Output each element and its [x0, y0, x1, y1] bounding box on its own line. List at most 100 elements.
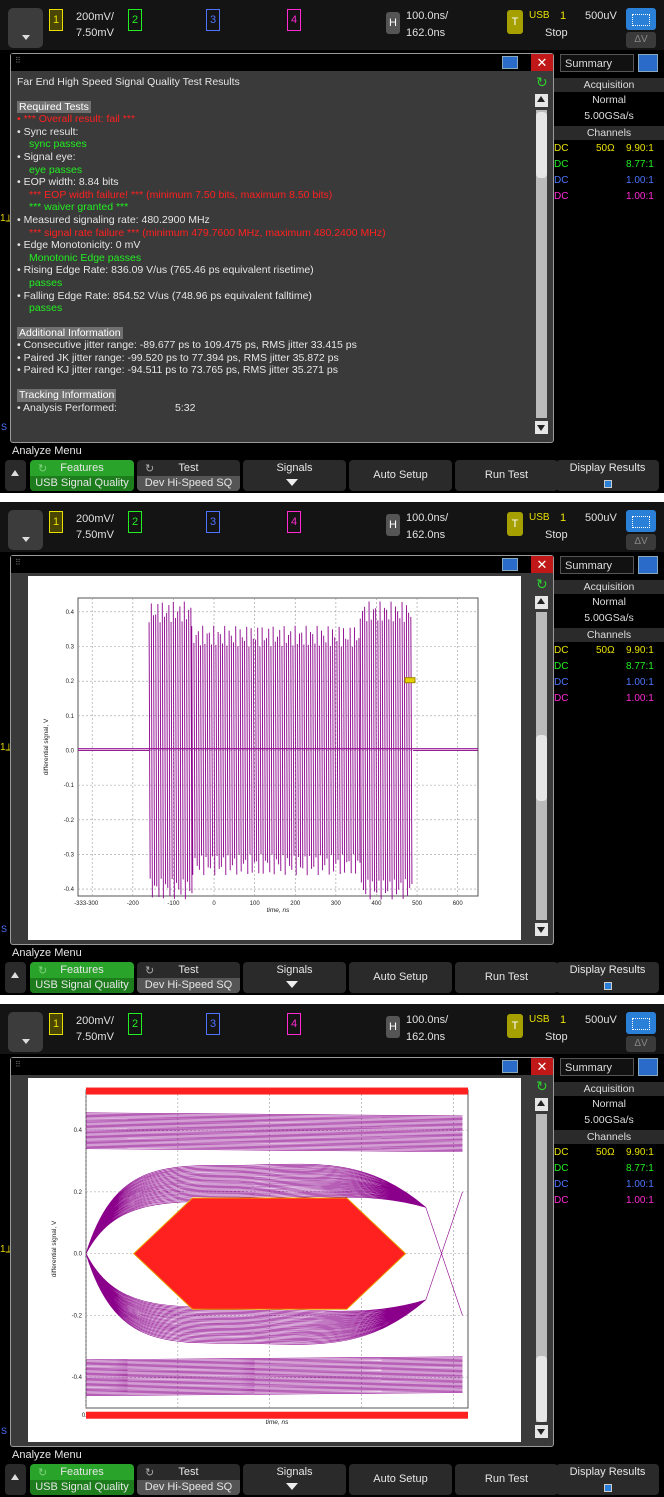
ch1-scale: 200mV/ [76, 513, 114, 525]
scroll-thumb[interactable] [536, 735, 547, 801]
scroll-down-button[interactable] [535, 923, 548, 936]
signals-softkey[interactable]: Signals [243, 962, 346, 993]
features-softkey[interactable]: ↻ Features USB Signal Quality [30, 1464, 134, 1495]
display-results-softkey[interactable]: Display Results [556, 460, 659, 491]
zoom-icon[interactable] [626, 8, 656, 30]
signals-softkey[interactable]: Signals [243, 460, 346, 491]
refresh-icon[interactable]: ↻ [536, 1078, 548, 1094]
auto-setup-softkey[interactable]: Auto Setup [349, 460, 452, 491]
zoom-icon[interactable] [626, 510, 656, 532]
channel-1-box[interactable]: 1 [49, 1013, 63, 1035]
refresh-icon[interactable]: ↻ [536, 74, 548, 90]
run-state: Stop [545, 529, 568, 541]
scroll-thumb[interactable] [536, 1356, 547, 1422]
channel-3-box[interactable]: 3 [206, 511, 220, 533]
auto-setup-softkey[interactable]: Auto Setup [349, 962, 452, 993]
plot-scrollbar[interactable]: ↻ [532, 574, 552, 944]
channel-row-2: DC 8.77:1 [554, 661, 654, 672]
back-button[interactable] [5, 962, 26, 993]
list-view-icon[interactable] [502, 56, 518, 69]
window-titlebar[interactable]: ⠿ ✕ [11, 556, 553, 573]
refresh-icon[interactable]: ↻ [536, 576, 548, 592]
close-button[interactable]: ✕ [531, 54, 553, 71]
tab-summary[interactable]: Summary [560, 556, 634, 574]
channel-3-box[interactable]: 3 [206, 1013, 220, 1035]
signal-eye: • Signal eye: [17, 150, 76, 163]
trigger-button[interactable]: T [507, 1014, 523, 1038]
scroll-up-button[interactable] [535, 1098, 548, 1111]
channel-2-box[interactable]: 2 [128, 1013, 142, 1035]
horizontal-button[interactable]: H [386, 514, 400, 536]
back-button[interactable] [5, 1464, 26, 1495]
tab-summary[interactable]: Summary [560, 1058, 634, 1076]
channel-2-box[interactable]: 2 [128, 9, 142, 31]
sync-passes: sync passes [29, 138, 87, 151]
back-button[interactable] [5, 460, 26, 491]
channel-4-box[interactable]: 4 [287, 9, 301, 31]
scroll-down-button[interactable] [535, 1425, 548, 1438]
close-button[interactable]: ✕ [531, 1058, 553, 1075]
run-test-softkey[interactable]: Run Test [455, 1464, 558, 1495]
list-view-icon[interactable] [502, 1060, 518, 1073]
overall-result: • *** Overall result: fail *** [17, 113, 136, 126]
trigger-type: USB [529, 1014, 550, 1025]
scroll-track[interactable] [536, 110, 547, 418]
run-test-softkey[interactable]: Run Test [455, 460, 558, 491]
display-results-softkey[interactable]: Display Results [556, 962, 659, 993]
scroll-track[interactable] [536, 612, 547, 920]
trigger-button[interactable]: T [507, 512, 523, 536]
channel-4-box[interactable]: 4 [287, 511, 301, 533]
scroll-up-button[interactable] [535, 596, 548, 609]
main-menu-button[interactable] [8, 510, 43, 550]
x-tick-label: -200 [127, 901, 140, 907]
lower-mask-bar [86, 1411, 468, 1419]
main-menu-button[interactable] [8, 8, 43, 48]
zoom-icon[interactable] [626, 1012, 656, 1034]
arrow-down-icon [286, 1483, 298, 1490]
signals-softkey[interactable]: Signals [243, 1464, 346, 1495]
plot-scrollbar[interactable]: ↻ [532, 1076, 552, 1446]
scroll-down-button[interactable] [535, 421, 548, 434]
channel-2-box[interactable]: 2 [128, 511, 142, 533]
waiver-granted: *** waiver granted *** [29, 201, 129, 214]
measure-delta-icon[interactable]: ΔV [626, 32, 656, 48]
ground-marker-icon: 1⟂ [0, 1244, 13, 1255]
list-view-icon[interactable] [502, 558, 518, 571]
channel-1-box[interactable]: 1 [49, 9, 63, 31]
channels-title: Channels [554, 628, 664, 642]
close-button[interactable]: ✕ [531, 556, 553, 573]
scroll-track[interactable] [536, 1114, 547, 1422]
window-titlebar[interactable]: ⠿ ✕ [11, 54, 553, 71]
features-softkey[interactable]: ↻ Features USB Signal Quality [30, 460, 134, 491]
x-axis-label: time, ns [267, 907, 291, 914]
x-tick-label: 100 [250, 901, 261, 907]
y-tick-label: -0.4 [72, 1375, 83, 1381]
side-list-icon[interactable] [638, 556, 658, 574]
test-softkey[interactable]: ↻ Test Dev Hi-Speed SQ [137, 962, 240, 993]
measure-delta-icon[interactable]: ΔV [626, 1036, 656, 1052]
scroll-up-button[interactable] [535, 94, 548, 107]
window-titlebar[interactable]: ⠿ ✕ [11, 1058, 553, 1075]
run-test-softkey[interactable]: Run Test [455, 962, 558, 993]
y-tick-label: -0.3 [64, 852, 75, 858]
channel-4-box[interactable]: 4 [287, 1013, 301, 1035]
measure-delta-icon[interactable]: ΔV [626, 534, 656, 550]
side-list-icon[interactable] [638, 54, 658, 72]
auto-setup-softkey[interactable]: Auto Setup [349, 1464, 452, 1495]
features-softkey[interactable]: ↻ Features USB Signal Quality [30, 962, 134, 993]
x-tick-label: 0 [212, 901, 216, 907]
scroll-thumb[interactable] [536, 112, 547, 178]
display-results-softkey[interactable]: Display Results [556, 1464, 659, 1495]
test-softkey[interactable]: ↻ Test Dev Hi-Speed SQ [137, 1464, 240, 1495]
results-scrollbar[interactable]: ↻ [532, 72, 552, 442]
side-list-icon[interactable] [638, 1058, 658, 1076]
horizontal-button[interactable]: H [386, 1016, 400, 1038]
horizontal-button[interactable]: H [386, 12, 400, 34]
main-menu-button[interactable] [8, 1012, 43, 1052]
trigger-button[interactable]: T [507, 10, 523, 34]
channel-1-box[interactable]: 1 [49, 511, 63, 533]
channel-3-box[interactable]: 3 [206, 9, 220, 31]
test-softkey[interactable]: ↻ Test Dev Hi-Speed SQ [137, 460, 240, 491]
tab-summary[interactable]: Summary [560, 54, 634, 72]
y-tick-label: 0.4 [66, 610, 75, 616]
